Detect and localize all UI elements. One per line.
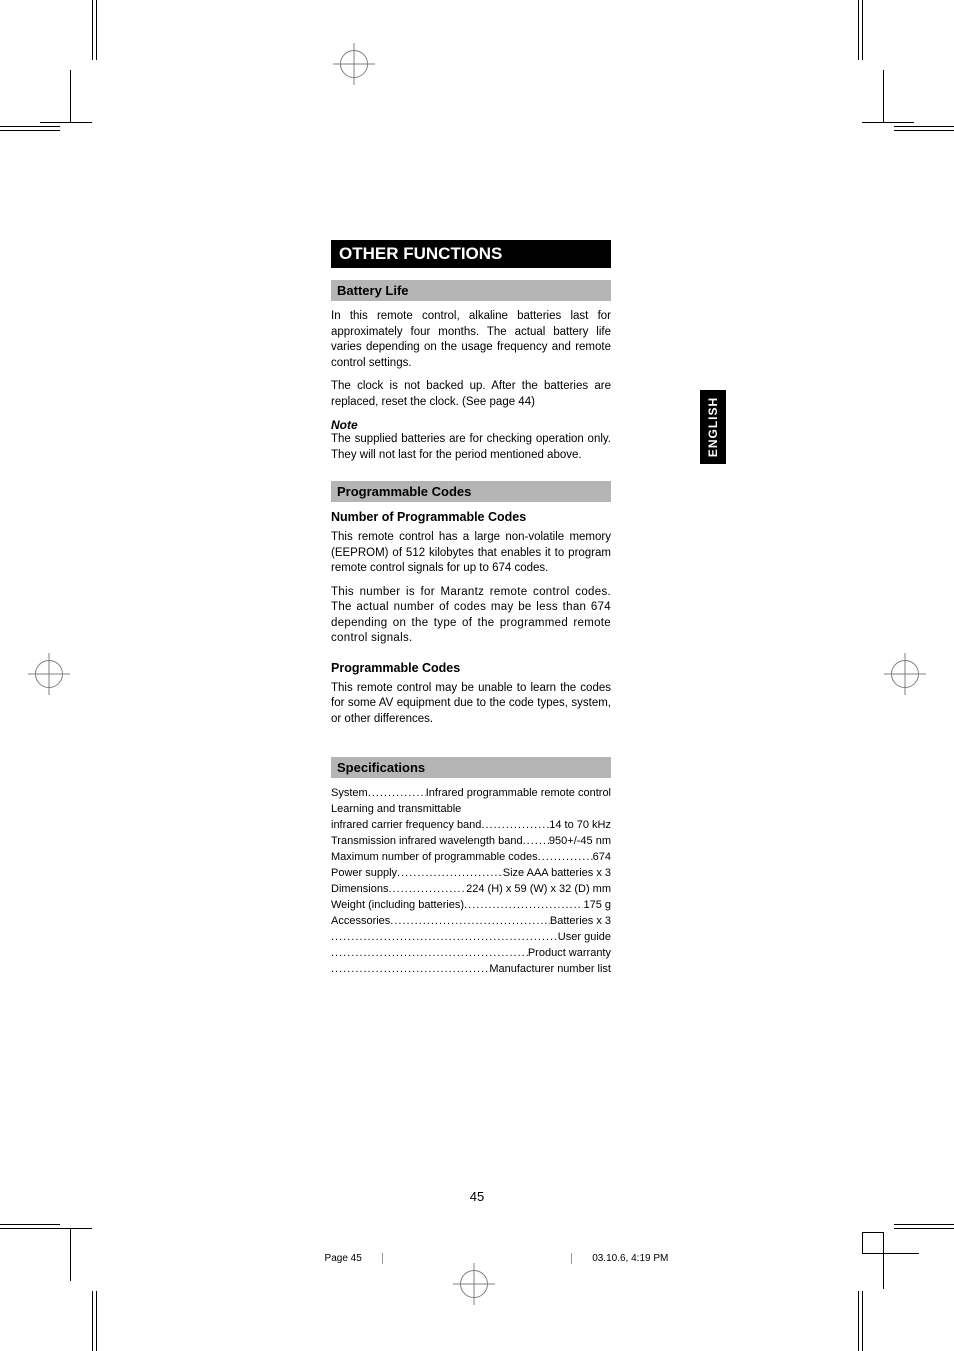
crop-mark	[96, 0, 97, 60]
spec-dots	[464, 898, 583, 914]
spec-value: 674	[593, 850, 611, 866]
body-text: The clock is not backed up. After the ba…	[331, 379, 611, 410]
spec-dots	[481, 818, 549, 834]
spec-value: 14 to 70 kHz	[549, 818, 611, 834]
spec-row: Maximum number of programmable codes 674	[331, 850, 611, 866]
spec-dots	[538, 850, 593, 866]
spec-dots	[388, 882, 466, 898]
section-heading-battery: Battery Life	[331, 280, 611, 301]
spec-label: Accessories	[331, 914, 390, 930]
spec-label: System	[331, 786, 368, 802]
crop-mark	[862, 0, 863, 60]
crop-mark	[894, 1224, 954, 1225]
spec-label: Weight (including batteries)	[331, 898, 464, 914]
page-title: OTHER FUNCTIONS	[331, 240, 611, 268]
spec-row: infrared carrier frequency band 14 to 70…	[331, 818, 611, 834]
page: ENGLISH OTHER FUNCTIONS Battery Life In …	[96, 130, 858, 1224]
spec-dots	[331, 962, 489, 978]
spec-dots	[397, 866, 503, 882]
spec-dots	[331, 946, 528, 962]
crop-mark	[858, 1291, 859, 1351]
spec-row: System Infrared programmable remote cont…	[331, 786, 611, 802]
crop-mark	[894, 1228, 954, 1229]
footer-page: Page 45	[197, 1253, 382, 1264]
language-tab: ENGLISH	[700, 390, 726, 464]
spec-dots	[523, 834, 549, 850]
register-corner-icon	[862, 1232, 884, 1254]
spec-row: Transmission infrared wavelength band 95…	[331, 834, 611, 850]
footer-spacer	[382, 1253, 572, 1264]
spec-label: Learning and transmittable	[331, 802, 461, 818]
crop-mark	[92, 0, 93, 60]
crop-mark	[894, 130, 954, 131]
body-text: This remote control may be unable to lea…	[331, 681, 611, 728]
spec-label: Dimensions	[331, 882, 388, 898]
body-text: This remote control has a large non-vola…	[331, 530, 611, 577]
content-column: OTHER FUNCTIONS Battery Life In this rem…	[331, 240, 611, 978]
crop-mark	[92, 1291, 93, 1351]
spec-dots	[390, 914, 550, 930]
spec-value: Product warranty	[528, 946, 611, 962]
spec-dots	[368, 786, 426, 802]
registration-circle-icon	[891, 660, 919, 688]
spec-value: 950+/-45 nm	[549, 834, 611, 850]
crop-mark	[0, 130, 60, 131]
spec-label: Power supply	[331, 866, 397, 882]
spec-label: Transmission infrared wavelength band	[331, 834, 523, 850]
spec-value: Batteries x 3	[550, 914, 611, 930]
body-text: In this remote control, alkaline batteri…	[331, 309, 611, 371]
subheading: Number of Programmable Codes	[331, 510, 611, 524]
body-text: The supplied batteries are for checking …	[331, 432, 611, 463]
registration-circle-icon	[35, 660, 63, 688]
body-text: This number is for Marantz remote contro…	[331, 585, 611, 647]
crop-mark	[862, 1291, 863, 1351]
crop-mark	[0, 1224, 60, 1225]
crop-mark	[894, 126, 954, 127]
spec-value: Manufacturer number list	[489, 962, 611, 978]
print-footer: Page 45 03.10.6, 4:19 PM	[197, 1253, 757, 1264]
section-heading-codes: Programmable Codes	[331, 481, 611, 502]
crop-mark	[858, 0, 859, 60]
subheading: Programmable Codes	[331, 661, 611, 675]
language-tab-label: ENGLISH	[706, 397, 720, 457]
spec-value: User guide	[558, 930, 611, 946]
footer-timestamp: 03.10.6, 4:19 PM	[572, 1253, 757, 1264]
spec-list: System Infrared programmable remote cont…	[331, 786, 611, 977]
spec-row: Weight (including batteries) 175 g	[331, 898, 611, 914]
registration-circle-icon	[460, 1270, 488, 1298]
note-heading: Note	[331, 418, 611, 432]
spec-row: User guide	[331, 930, 611, 946]
spec-row: Power supply Size AAA batteries x 3	[331, 866, 611, 882]
registration-circle-icon	[340, 50, 368, 78]
crop-mark	[96, 1291, 97, 1351]
spec-row: Learning and transmittable	[331, 802, 611, 818]
page-number: 45	[470, 1189, 484, 1204]
spec-value: 224 (H) x 59 (W) x 32 (D) mm	[466, 882, 611, 898]
register-corner-icon	[70, 100, 92, 122]
spec-value: Size AAA batteries x 3	[503, 866, 611, 882]
spec-value: Infrared programmable remote control	[426, 786, 611, 802]
spec-row: Accessories Batteries x 3	[331, 914, 611, 930]
spec-label: Maximum number of programmable codes	[331, 850, 538, 866]
spec-dots	[331, 930, 558, 946]
spec-label: infrared carrier frequency band	[331, 818, 481, 834]
spec-row: Dimensions 224 (H) x 59 (W) x 32 (D) mm	[331, 882, 611, 898]
register-corner-icon	[70, 1229, 92, 1251]
spec-row: Product warranty	[331, 946, 611, 962]
register-corner-icon	[862, 100, 884, 122]
crop-mark	[0, 126, 60, 127]
spec-value: 175 g	[583, 898, 611, 914]
spec-row: Manufacturer number list	[331, 962, 611, 978]
section-heading-specs: Specifications	[331, 757, 611, 778]
